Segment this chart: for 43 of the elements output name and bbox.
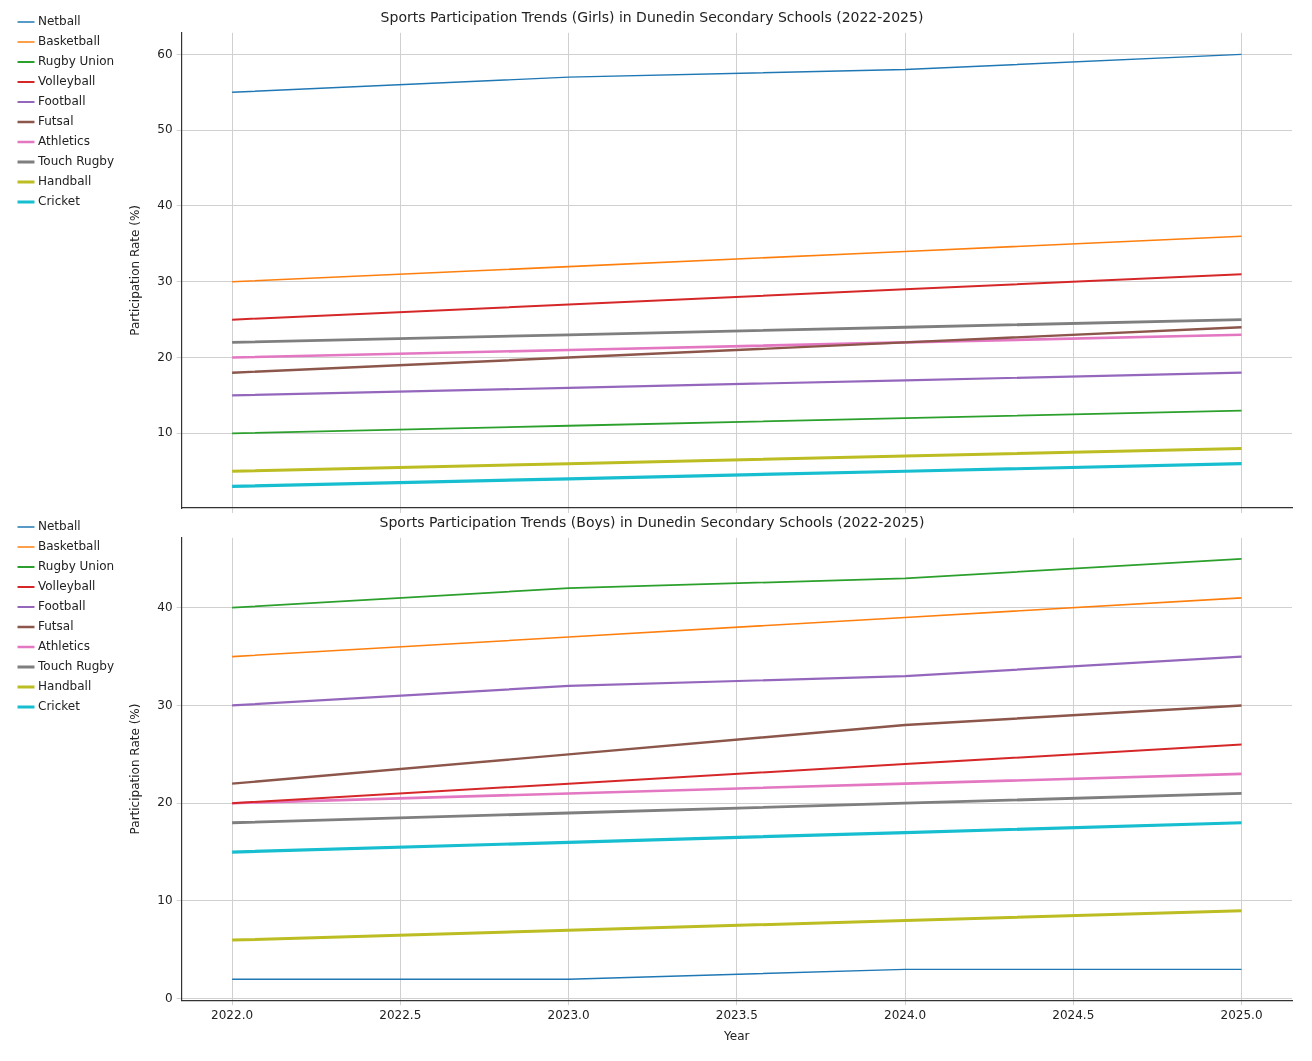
x-axis-title: Year (723, 1028, 750, 1043)
x-tick-label: 2023.5 (715, 1007, 758, 1022)
legend-label: Futsal (38, 619, 74, 634)
y-tick-label: 60 (157, 46, 173, 61)
legend-label: Basketball (38, 539, 101, 554)
legend-label: Rugby Union (38, 54, 115, 69)
x-tick-label: 2022.5 (379, 1007, 422, 1022)
x-tick-label: 2024.5 (1052, 1007, 1095, 1022)
y-axis-title: Participation Rate (%) (127, 703, 142, 835)
legend-label: Volleyball (38, 579, 96, 594)
legend-label: Netball (38, 519, 81, 534)
y-tick-label: 20 (157, 795, 173, 810)
y-tick-label: 40 (157, 599, 173, 614)
y-tick-label: 10 (157, 425, 173, 440)
y-tick-label: 40 (157, 198, 173, 213)
y-tick-label: 30 (157, 697, 173, 712)
x-tick-label: 2025.0 (1220, 1007, 1263, 1022)
legend-label: Handball (38, 679, 92, 694)
legend-label: Touch Rugby (37, 659, 114, 674)
x-tick-label: 2024.0 (884, 1007, 927, 1022)
x-tick-label: 2022.0 (211, 1007, 254, 1022)
legend-label: Basketball (38, 34, 101, 49)
legend-label: Handball (38, 174, 92, 189)
y-tick-label: 10 (157, 893, 173, 908)
chart-title: Sports Participation Trends (Boys) in Dunedin Secondary Schools (2022-2025) (379, 514, 925, 531)
legend-label: Athletics (38, 639, 90, 654)
legend-label: Athletics (38, 134, 90, 149)
y-tick-label: 0 (164, 990, 173, 1005)
legend-label: Touch Rugby (37, 154, 114, 169)
legend-label: Cricket (38, 699, 81, 714)
legend-label: Football (38, 94, 86, 109)
y-tick-label: 50 (157, 122, 173, 137)
legend-label: Volleyball (38, 74, 96, 89)
legend-label: Netball (38, 14, 81, 29)
y-tick-label: 20 (157, 349, 173, 364)
legend-label: Futsal (38, 114, 74, 129)
x-tick-label: 2023.0 (547, 1007, 590, 1022)
y-tick-label: 30 (157, 273, 173, 288)
legend-label: Football (38, 599, 86, 614)
chart-title: Sports Participation Trends (Girls) in Dunedin Secondary Schools (2022-2025) (380, 9, 924, 26)
y-axis-title: Participation Rate (%) (127, 204, 142, 336)
legend-label: Cricket (38, 194, 81, 209)
legend-label: Rugby Union (38, 559, 115, 574)
